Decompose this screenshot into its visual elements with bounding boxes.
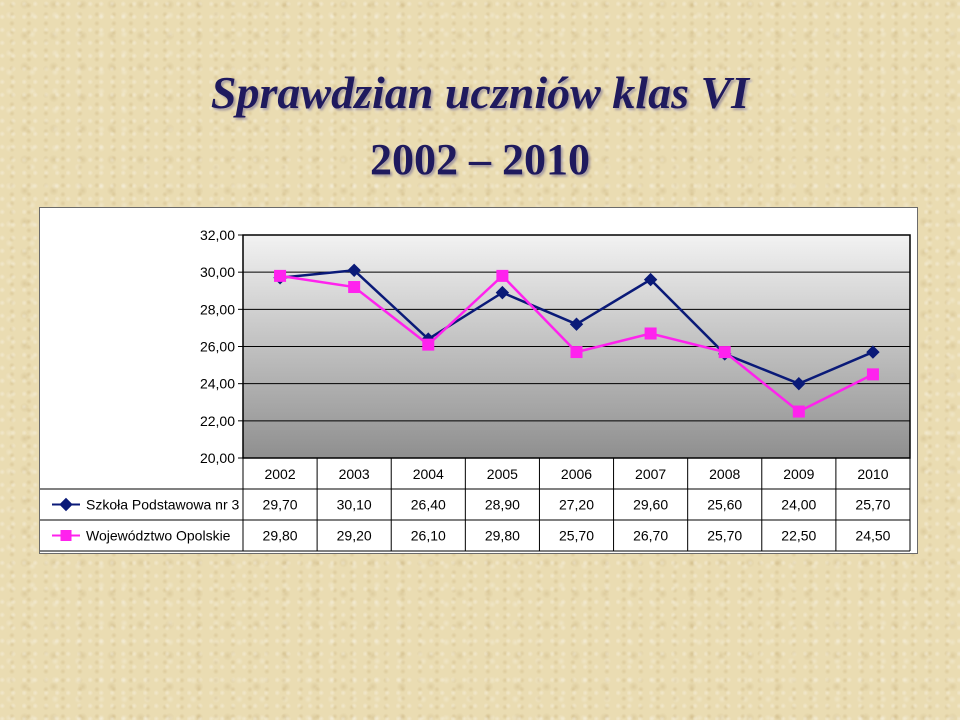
- data-label: 29,80: [485, 528, 520, 544]
- slide-subtitle: 2002 – 2010: [370, 135, 590, 184]
- data-label: 26,10: [411, 528, 446, 544]
- data-point: [348, 281, 361, 294]
- data-label: 28,90: [485, 497, 520, 513]
- x-tick-label: 2008: [709, 466, 740, 482]
- data-point: [569, 317, 584, 331]
- data-label: 25,70: [855, 497, 890, 513]
- data-point: [718, 346, 731, 359]
- y-tick-label: 28,00: [200, 301, 235, 317]
- square-icon: [60, 530, 72, 541]
- x-tick-label: 2007: [635, 466, 666, 482]
- data-point: [274, 269, 287, 282]
- y-tick-label: 26,00: [200, 339, 235, 355]
- x-tick-label: 2010: [857, 466, 888, 482]
- chart-panel: 32,00 30,00 28,00 26,00 24,00 22,00 20,00 2002 2…: [39, 207, 918, 554]
- data-point: [495, 285, 510, 300]
- y-tick-label: 22,00: [200, 413, 235, 429]
- y-tick-label: 32,00: [200, 227, 235, 243]
- data-label: 29,60: [633, 497, 668, 513]
- slide-title: Sprawdzian uczniów klas VI: [210, 67, 750, 118]
- data-label: 26,70: [633, 528, 668, 544]
- data-point: [422, 338, 435, 351]
- x-tick-label: 2005: [487, 466, 518, 482]
- data-label: 26,40: [411, 497, 446, 513]
- data-label: 22,50: [781, 528, 816, 544]
- y-tick-label: 30,00: [200, 264, 235, 280]
- data-label: 24,00: [781, 497, 816, 513]
- x-tick-label: 2004: [413, 466, 444, 482]
- data-point: [866, 368, 879, 381]
- data-label: 29,20: [337, 528, 372, 544]
- data-point: [792, 376, 806, 391]
- data-label: 27,20: [559, 497, 594, 513]
- data-point: [496, 269, 509, 282]
- x-tick-label: 2006: [561, 466, 592, 482]
- legend-label: Szkoła Podstawowa nr 3: [86, 497, 240, 513]
- data-label: 30,10: [337, 497, 372, 513]
- diamond-icon: [59, 497, 73, 512]
- x-tick-label: 2003: [339, 466, 370, 482]
- line-chart: 32,00 30,00 28,00 26,00 24,00 22,00 20,00 2002 2…: [40, 227, 911, 552]
- data-label: 25,70: [707, 528, 742, 544]
- data-point: [347, 263, 361, 278]
- data-point: [644, 327, 657, 340]
- x-tick-label: 2009: [783, 466, 814, 482]
- data-label: 25,70: [559, 528, 594, 544]
- y-tick-label: 20,00: [200, 450, 235, 466]
- data-point: [570, 346, 583, 359]
- data-point: [643, 272, 658, 287]
- data-point: [866, 345, 880, 359]
- data-label: 24,50: [855, 528, 890, 544]
- data-point: [792, 405, 805, 418]
- data-label: 25,60: [707, 497, 742, 513]
- y-tick-label: 24,00: [200, 376, 235, 392]
- data-label: 29,70: [263, 497, 298, 513]
- x-tick-label: 2002: [264, 466, 295, 482]
- data-label: 29,80: [263, 528, 298, 544]
- legend-label: Województwo Opolskie: [86, 528, 231, 544]
